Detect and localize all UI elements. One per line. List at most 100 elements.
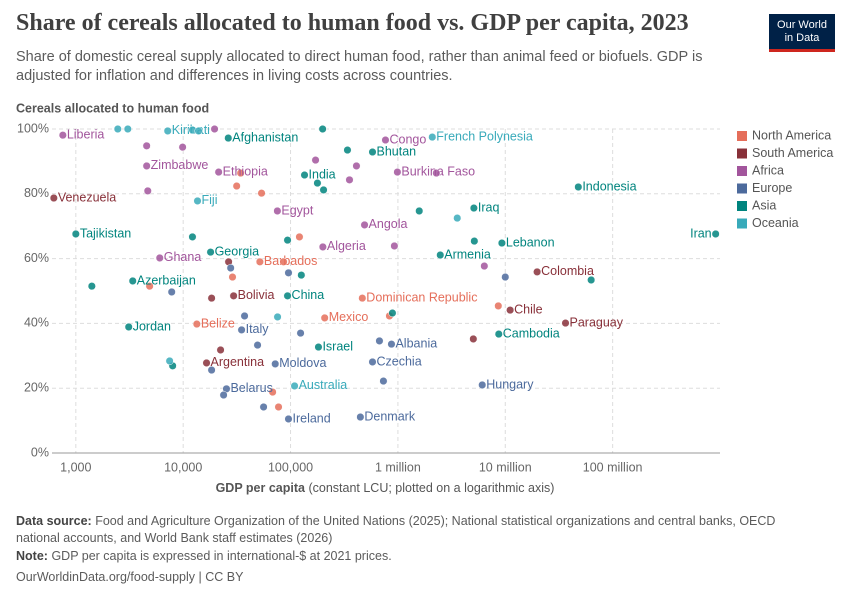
point-label: Lebanon <box>506 235 555 249</box>
point-label: Venezuela <box>58 190 116 204</box>
logo-line: Our World <box>777 19 827 31</box>
legend-label: Oceania <box>752 216 799 230</box>
point <box>128 276 137 286</box>
point-label: Albania <box>395 336 437 350</box>
point <box>49 193 58 203</box>
point-label: Georgia <box>215 244 260 258</box>
point <box>240 311 249 320</box>
point-label: Tajikistan <box>80 226 131 240</box>
legend-label: Asia <box>752 198 776 212</box>
point <box>284 268 293 277</box>
point <box>253 341 262 350</box>
point <box>587 275 596 285</box>
point <box>436 250 445 260</box>
point <box>232 181 241 191</box>
point <box>274 402 283 412</box>
point-label: Mexico <box>329 310 369 324</box>
point <box>202 358 211 367</box>
point <box>533 267 542 276</box>
point <box>428 133 437 142</box>
point-label: French Polynesia <box>436 129 533 143</box>
legend-swatch <box>737 218 747 229</box>
legend-swatch <box>737 148 747 159</box>
point-label: Israel <box>322 339 353 353</box>
legend-label: Africa <box>752 163 784 177</box>
point <box>497 238 506 248</box>
point-label: Colombia <box>541 264 594 278</box>
point <box>255 257 264 266</box>
point <box>478 380 487 390</box>
point <box>236 169 245 178</box>
note: Note: GDP per capita is expressed in int… <box>16 548 816 565</box>
point-label: Belarus <box>230 381 272 395</box>
note-text: GDP per capita is expressed in internati… <box>51 549 392 563</box>
point <box>574 182 583 192</box>
point <box>219 390 228 400</box>
footer[interactable]: OurWorldinData.org/food-supply | CC BY <box>16 570 244 584</box>
point <box>470 237 479 246</box>
point-label: Iran <box>690 226 712 240</box>
logo[interactable]: Our World in Data <box>769 14 835 52</box>
point-label: Azerbaijan <box>137 273 196 287</box>
point-label: Paraguay <box>570 315 624 329</box>
point-label: Algeria <box>327 239 366 253</box>
point-label: Belize <box>201 316 235 330</box>
point <box>368 147 377 157</box>
y-tick-label: 60% <box>24 251 49 265</box>
point <box>268 388 277 397</box>
point-label: India <box>309 167 336 181</box>
point-label: Cambodia <box>503 326 560 340</box>
point <box>480 262 489 271</box>
point <box>360 220 369 229</box>
point-label: Angola <box>369 217 408 231</box>
chart: Cereals allocated to human food GDP per … <box>16 101 833 495</box>
point <box>453 214 462 223</box>
legend-swatch <box>737 183 747 194</box>
source-text: Food and Agriculture Organization of the… <box>16 514 776 545</box>
source: Data source: Food and Agriculture Organi… <box>16 513 816 547</box>
x-tick-label: 1,000 <box>60 460 91 474</box>
point <box>387 340 396 349</box>
point <box>194 126 203 135</box>
point <box>296 329 305 338</box>
point <box>279 257 288 266</box>
point <box>352 161 361 170</box>
point <box>284 414 293 424</box>
point <box>390 241 399 251</box>
point <box>295 232 304 241</box>
point <box>561 319 570 328</box>
point-label: Moldova <box>279 356 326 370</box>
point-label: Ethiopia <box>223 164 268 178</box>
point <box>711 229 720 239</box>
point <box>415 206 424 216</box>
point-label: Congo <box>389 132 426 146</box>
point-label: Australia <box>299 378 348 392</box>
point-label: Afghanistan <box>232 130 298 144</box>
point <box>358 294 367 303</box>
legend-swatch <box>737 166 747 176</box>
point <box>257 189 266 198</box>
point-label: Armenia <box>444 247 491 261</box>
point-label: Liberia <box>67 127 105 141</box>
point <box>226 263 235 273</box>
point-label: Italy <box>246 322 270 336</box>
legend-swatch <box>737 131 747 141</box>
point <box>237 325 246 334</box>
point <box>506 306 515 315</box>
point <box>145 282 154 291</box>
point-label: Fiji <box>202 193 218 207</box>
point-label: Argentina <box>211 355 265 369</box>
point-label: Dominican Republic <box>366 290 477 304</box>
y-tick-label: 80% <box>24 186 49 200</box>
point-label: Zimbabwe <box>151 158 209 172</box>
point <box>381 135 390 145</box>
point <box>501 273 510 282</box>
x-axis-title: GDP per capita <box>216 481 306 495</box>
point-label: Czechia <box>377 354 422 368</box>
point <box>207 366 216 375</box>
point <box>469 334 478 344</box>
point <box>58 131 67 140</box>
point <box>273 312 282 321</box>
point <box>228 273 237 282</box>
point <box>188 232 197 241</box>
